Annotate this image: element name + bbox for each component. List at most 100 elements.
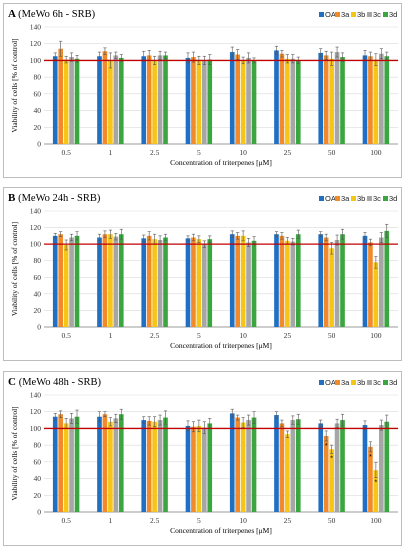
bar-OA <box>229 413 235 512</box>
legend-swatch-3b <box>351 380 356 385</box>
bar-3d <box>74 58 80 144</box>
panel-title-text: (MeWo 48h - SRB) <box>19 377 102 388</box>
bar-OA <box>141 238 147 327</box>
bar-3c <box>246 242 251 327</box>
bar-3b <box>373 262 379 327</box>
y-tick-label: 100 <box>30 240 42 249</box>
bar-OA <box>185 238 191 327</box>
legend-swatch-3a <box>335 196 340 201</box>
chart-svg-a: A (MeWo 6h - SRB) OA 3a 3b 3c 3d 0 20 40 60 80 100 1… <box>8 8 398 167</box>
bar-3b <box>240 60 246 144</box>
x-tick-label: 1 <box>109 331 113 340</box>
bar-3b <box>285 58 290 144</box>
panel-letter: A <box>8 8 18 20</box>
legend-swatch-3d <box>383 380 388 385</box>
bar-3b <box>196 239 202 327</box>
x-axis-label: Concentration of triterpenes [μM] <box>170 526 272 535</box>
bar-3d <box>118 234 124 327</box>
x-tick-label: 10 <box>239 331 247 340</box>
bar-OA <box>362 235 368 327</box>
bar-3c <box>69 57 74 145</box>
y-tick-label: 140 <box>30 391 42 400</box>
bar-OA <box>97 237 102 327</box>
y-tick-label: 120 <box>30 223 42 232</box>
legend-swatch-3c <box>367 12 372 17</box>
bar-3c <box>157 420 163 512</box>
bar-3c <box>246 420 251 512</box>
chart-panel-b: B (MeWo 24h - SRB) OA 3a 3b 3c 3d 0 20 40 60 80 100… <box>3 187 402 361</box>
panel-border <box>3 187 402 361</box>
bar-OA <box>318 234 324 327</box>
bar-3d <box>163 237 168 327</box>
bar-3c <box>157 240 163 327</box>
bar-3d <box>251 417 257 512</box>
bar-3d <box>384 421 390 512</box>
legend-swatch-3a <box>335 12 340 17</box>
y-tick-label: 20 <box>34 491 42 500</box>
bar-3a <box>191 57 196 145</box>
x-tick-label: 100 <box>370 148 382 157</box>
y-tick-label: 0 <box>37 323 41 332</box>
bar-3b <box>329 248 334 327</box>
legend-label-3a: 3a <box>341 378 350 387</box>
x-tick-label: 50 <box>328 516 336 525</box>
legend-label-3d: 3d <box>389 378 397 387</box>
bar-3a <box>323 237 329 327</box>
significance-marker-3b: * <box>374 478 377 487</box>
bar-OA <box>229 234 235 327</box>
x-tick-label: 10 <box>239 516 247 525</box>
legend-swatch-3b <box>351 12 356 17</box>
y-tick-label: 0 <box>37 140 41 149</box>
panel-border <box>3 3 402 178</box>
x-tick-label: 2.5 <box>150 331 160 340</box>
bar-3b <box>373 470 379 512</box>
legend-label-3a: 3a <box>341 10 350 19</box>
bar-3b <box>196 425 202 512</box>
bar-OA <box>274 234 279 327</box>
legend-label-3a: 3a <box>341 194 350 203</box>
bar-3a <box>323 55 329 144</box>
bar-3d <box>118 57 124 144</box>
bar-3a <box>102 414 108 512</box>
y-tick-label: 40 <box>34 474 42 483</box>
bar-3d <box>295 419 301 512</box>
x-tick-label: 5 <box>197 331 201 340</box>
bar-3c <box>113 236 119 327</box>
bar-3a <box>368 242 373 327</box>
bar-OA <box>141 56 147 144</box>
bar-3d <box>340 234 345 327</box>
legend-label-3b: 3b <box>357 194 365 203</box>
panel-title: B (MeWo 24h - SRB) <box>8 192 101 204</box>
bar-3a <box>368 56 373 144</box>
bar-3c <box>201 244 207 327</box>
bar-3a <box>191 426 196 512</box>
bar-3b <box>152 60 157 144</box>
bar-3c <box>290 241 296 327</box>
bar-3c <box>113 418 119 512</box>
panel-title-text: (MeWo 24h - SRB) <box>18 193 101 204</box>
bar-3c <box>334 52 340 145</box>
significance-marker-3a: * <box>325 441 328 450</box>
y-axis-label: Viability of cells [% of control] <box>10 406 19 500</box>
bar-3d <box>251 60 257 144</box>
y-tick-label: 60 <box>34 89 42 98</box>
bar-OA <box>274 415 279 512</box>
legend-swatch-3b <box>351 196 356 201</box>
bar-OA <box>52 56 58 144</box>
bar-3b <box>152 421 157 512</box>
bar-3c <box>378 53 384 144</box>
y-tick-label: 60 <box>34 273 42 282</box>
panel-title: A (MeWo 6h - SRB) <box>8 8 96 20</box>
x-tick-label: 0.5 <box>61 516 71 525</box>
legend-swatch-3c <box>367 196 372 201</box>
bar-OA <box>52 416 58 512</box>
y-tick-label: 100 <box>30 424 42 433</box>
bar-OA <box>185 425 191 512</box>
bar-3a <box>146 235 152 327</box>
bar-3b <box>108 60 113 144</box>
bar-3c <box>378 237 384 327</box>
bar-3c <box>69 418 74 512</box>
y-tick-label: 0 <box>37 508 41 517</box>
y-tick-label: 80 <box>34 441 42 450</box>
x-tick-label: 25 <box>284 148 292 157</box>
